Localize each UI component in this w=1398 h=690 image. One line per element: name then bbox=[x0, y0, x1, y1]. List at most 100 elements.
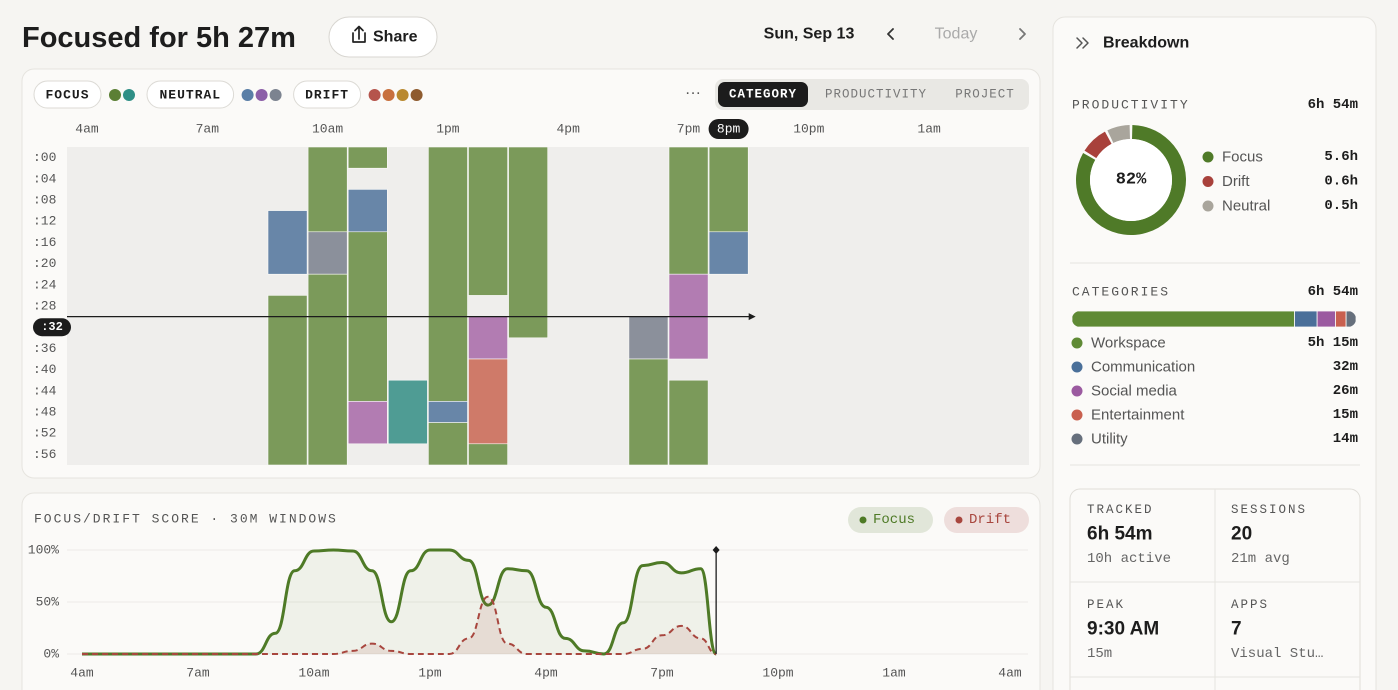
category-bar-segment[interactable] bbox=[1335, 311, 1347, 327]
activity-block[interactable] bbox=[267, 295, 308, 466]
minute-label: :40 bbox=[33, 362, 56, 377]
activity-block[interactable] bbox=[708, 231, 749, 275]
minute-label: :44 bbox=[33, 383, 57, 398]
legend-dot bbox=[382, 89, 395, 101]
stat-sub: 10h active bbox=[1087, 551, 1171, 567]
stat-sub: 21m avg bbox=[1231, 551, 1290, 567]
activity-block[interactable] bbox=[468, 316, 508, 360]
view-tab[interactable]: CATEGORY bbox=[729, 88, 797, 102]
view-tab[interactable]: PRODUCTIVITY bbox=[825, 88, 927, 102]
donut-segment[interactable] bbox=[1107, 125, 1130, 143]
minute-label: :12 bbox=[33, 214, 56, 229]
more-menu[interactable]: ··· bbox=[685, 85, 701, 102]
minute-label: :24 bbox=[33, 277, 57, 292]
category-value: 26m bbox=[1333, 383, 1358, 399]
activity-block[interactable] bbox=[428, 146, 468, 402]
category-bar-segment[interactable] bbox=[1345, 311, 1356, 327]
activity-block[interactable] bbox=[428, 401, 468, 423]
minute-label: :48 bbox=[33, 405, 56, 420]
category-value: 15m bbox=[1333, 407, 1358, 423]
minute-label: :20 bbox=[33, 256, 56, 271]
legend-dot bbox=[396, 89, 409, 101]
activity-block[interactable] bbox=[307, 273, 348, 466]
share-icon bbox=[352, 25, 366, 43]
donut-segment[interactable] bbox=[1084, 131, 1112, 159]
collapse-icon[interactable] bbox=[1076, 37, 1089, 49]
activity-block[interactable] bbox=[508, 146, 549, 339]
x-tick-label: 4am bbox=[70, 666, 94, 681]
activity-block[interactable] bbox=[347, 146, 388, 169]
minute-label: :52 bbox=[33, 426, 56, 441]
legend-label[interactable]: Focus bbox=[873, 512, 915, 528]
activity-block[interactable] bbox=[307, 146, 348, 233]
legend-dot bbox=[368, 89, 381, 101]
legend-chip[interactable] bbox=[848, 507, 933, 533]
hour-label: 1pm bbox=[436, 122, 460, 137]
section-total: 6h 54m bbox=[1308, 284, 1358, 300]
category-bar-segment[interactable] bbox=[1316, 311, 1336, 327]
x-tick-label: 10pm bbox=[762, 666, 793, 681]
share-label[interactable]: Share bbox=[373, 29, 418, 46]
legend-label: Neutral bbox=[1222, 198, 1270, 215]
activity-block[interactable] bbox=[428, 422, 468, 466]
view-tab[interactable]: PROJECT bbox=[955, 88, 1015, 102]
activity-block[interactable] bbox=[668, 146, 709, 275]
minute-label: :28 bbox=[33, 299, 56, 314]
section-total: 6h 54m bbox=[1308, 97, 1358, 113]
activity-block[interactable] bbox=[628, 316, 669, 360]
tab-active-bg[interactable] bbox=[718, 82, 808, 107]
prev-day[interactable] bbox=[887, 28, 894, 40]
legend-label[interactable]: Drift bbox=[969, 512, 1011, 528]
stat-sub: Visual Stu… bbox=[1231, 646, 1323, 662]
activity-block[interactable] bbox=[347, 401, 388, 445]
x-tick-label: 4pm bbox=[534, 666, 558, 681]
x-tick-label: 4am bbox=[998, 666, 1022, 681]
legend-chip[interactable] bbox=[944, 507, 1029, 533]
next-day[interactable] bbox=[1019, 28, 1026, 40]
now-pill bbox=[33, 318, 71, 337]
activity-block[interactable] bbox=[468, 443, 508, 466]
activity-block[interactable] bbox=[307, 231, 348, 275]
legend-dot bbox=[1071, 337, 1083, 349]
activity-block[interactable] bbox=[387, 379, 428, 445]
category-bar-segment[interactable] bbox=[1294, 311, 1318, 327]
activity-block[interactable] bbox=[628, 358, 669, 466]
activity-block[interactable] bbox=[708, 146, 749, 233]
x-tick-label: 1am bbox=[882, 666, 906, 681]
legend-dot bbox=[1071, 433, 1083, 445]
today-button[interactable]: Today bbox=[935, 26, 978, 43]
activity-block[interactable] bbox=[468, 146, 508, 296]
category-name: Workspace bbox=[1091, 335, 1166, 352]
now-marker-head bbox=[712, 546, 720, 554]
legend-chip[interactable] bbox=[293, 80, 362, 109]
activity-block[interactable] bbox=[347, 189, 388, 233]
legend-dot bbox=[1071, 385, 1083, 397]
category-bar-segment[interactable] bbox=[1072, 311, 1295, 327]
stat-label: SESSIONS bbox=[1231, 503, 1307, 517]
minute-label: :00 bbox=[33, 150, 56, 165]
share-button[interactable] bbox=[328, 16, 438, 58]
legend-value: 5.6h bbox=[1324, 149, 1358, 165]
legend-dot bbox=[241, 89, 254, 101]
date-label: Sun, Sep 13 bbox=[764, 26, 855, 43]
hour-label: 10am bbox=[312, 122, 343, 137]
legend-chip-label[interactable]: NEUTRAL bbox=[159, 88, 221, 103]
y-tick-label: 100% bbox=[28, 543, 59, 558]
current-hour-pill bbox=[708, 119, 749, 139]
hour-label: 10pm bbox=[793, 122, 824, 137]
legend-chip[interactable] bbox=[33, 80, 102, 109]
section-label: PRODUCTIVITY bbox=[1072, 98, 1190, 113]
activity-block[interactable] bbox=[668, 379, 709, 466]
minute-label: :56 bbox=[33, 447, 56, 462]
hour-label: 4am bbox=[75, 122, 99, 137]
category-name: Communication bbox=[1091, 359, 1195, 376]
legend-chip-label[interactable]: FOCUS bbox=[45, 88, 89, 103]
legend-chip-label[interactable]: DRIFT bbox=[305, 88, 349, 103]
activity-block[interactable] bbox=[468, 358, 508, 445]
category-value: 32m bbox=[1333, 359, 1358, 375]
legend-chip[interactable] bbox=[146, 80, 235, 109]
legend-dot bbox=[1071, 361, 1083, 373]
activity-block[interactable] bbox=[267, 210, 308, 275]
